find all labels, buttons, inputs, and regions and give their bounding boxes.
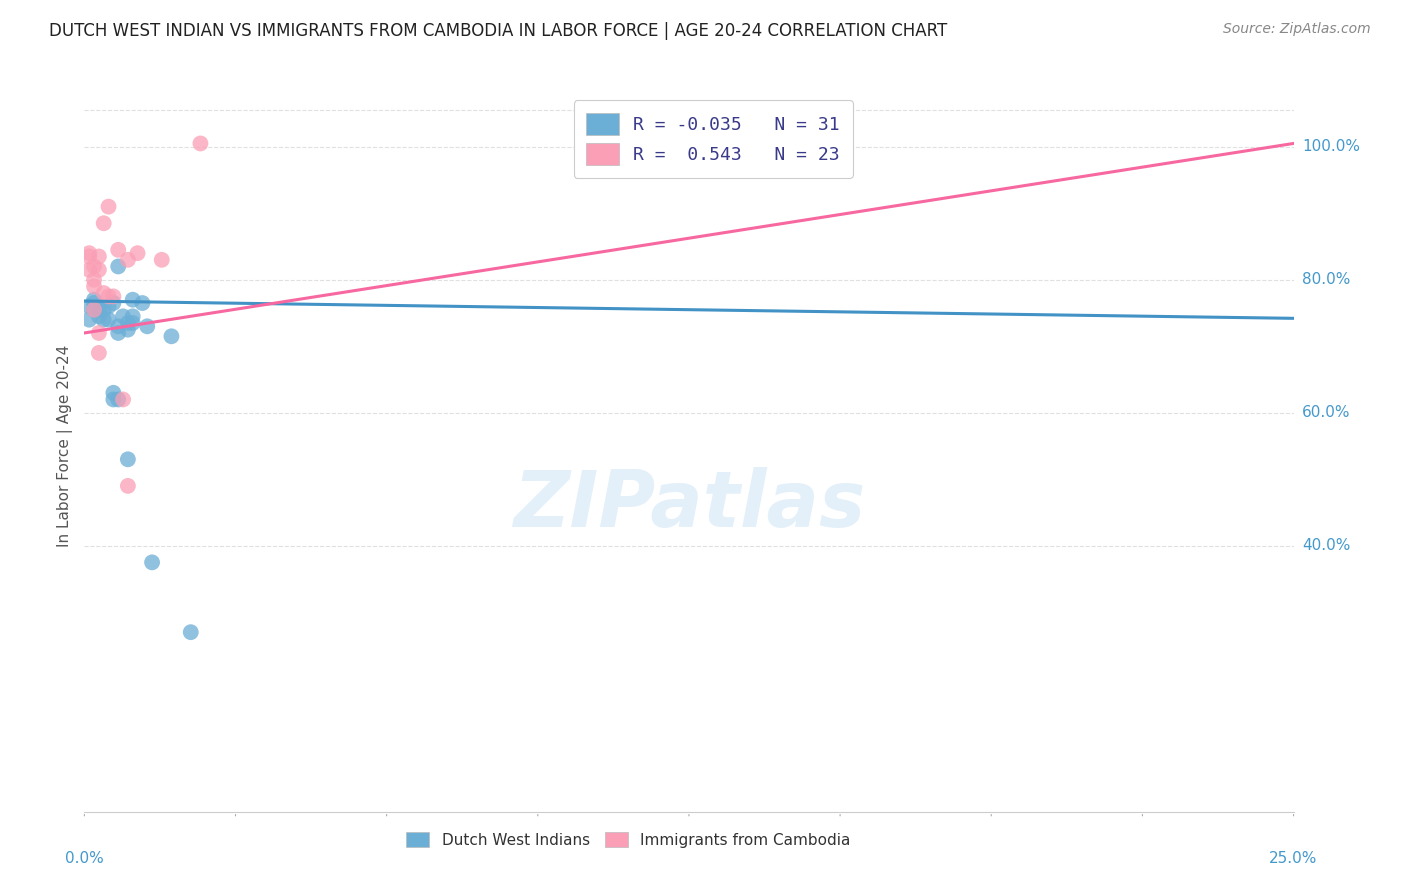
Point	[180, 625, 202, 640]
Text: DUTCH WEST INDIAN VS IMMIGRANTS FROM CAMBODIA IN LABOR FORCE | AGE 20-24 CORRELA: DUTCH WEST INDIAN VS IMMIGRANTS FROM CAM…	[49, 22, 948, 40]
Point	[117, 323, 139, 337]
Point	[93, 312, 115, 326]
Text: ZIPatlas: ZIPatlas	[513, 467, 865, 542]
Point	[87, 346, 110, 360]
Point	[87, 326, 110, 340]
Point	[87, 262, 110, 277]
Point	[103, 296, 125, 310]
Point	[121, 316, 143, 330]
Point	[77, 299, 100, 313]
Y-axis label: In Labor Force | Age 20-24: In Labor Force | Age 20-24	[58, 345, 73, 547]
Point	[150, 252, 173, 267]
Point	[117, 252, 139, 267]
Point	[77, 246, 100, 260]
Point	[83, 302, 105, 317]
Point	[107, 326, 129, 340]
Text: 100.0%: 100.0%	[1302, 139, 1360, 154]
Point	[77, 262, 100, 277]
Point	[87, 299, 110, 313]
Point	[103, 385, 125, 400]
Point	[121, 293, 143, 307]
Point	[103, 289, 125, 303]
Point	[117, 316, 139, 330]
Point	[190, 136, 212, 151]
Text: 40.0%: 40.0%	[1302, 538, 1350, 553]
Point	[87, 302, 110, 317]
Text: 0.0%: 0.0%	[65, 851, 104, 865]
Text: 60.0%: 60.0%	[1302, 405, 1350, 420]
Point	[97, 299, 120, 313]
Point	[97, 289, 120, 303]
Legend: Dutch West Indians, Immigrants from Cambodia: Dutch West Indians, Immigrants from Camb…	[399, 824, 858, 855]
Point	[97, 200, 120, 214]
Point	[107, 319, 129, 334]
Text: 80.0%: 80.0%	[1302, 272, 1350, 287]
Point	[141, 555, 163, 569]
Point	[112, 392, 135, 407]
Point	[83, 260, 105, 274]
Point	[77, 312, 100, 326]
Point	[77, 250, 100, 264]
Point	[127, 246, 149, 260]
Point	[93, 302, 115, 317]
Point	[93, 216, 115, 230]
Text: 25.0%: 25.0%	[1270, 851, 1317, 865]
Point	[83, 273, 105, 287]
Point	[160, 329, 183, 343]
Point	[83, 296, 105, 310]
Point	[103, 392, 125, 407]
Point	[87, 250, 110, 264]
Point	[131, 296, 153, 310]
Text: Source: ZipAtlas.com: Source: ZipAtlas.com	[1223, 22, 1371, 37]
Point	[136, 319, 159, 334]
Point	[83, 302, 105, 317]
Point	[97, 312, 120, 326]
Point	[112, 310, 135, 324]
Point	[117, 452, 139, 467]
Point	[83, 293, 105, 307]
Point	[107, 392, 129, 407]
Point	[107, 260, 129, 274]
Point	[117, 479, 139, 493]
Point	[93, 286, 115, 301]
Point	[121, 310, 143, 324]
Point	[107, 243, 129, 257]
Point	[83, 279, 105, 293]
Point	[87, 310, 110, 324]
